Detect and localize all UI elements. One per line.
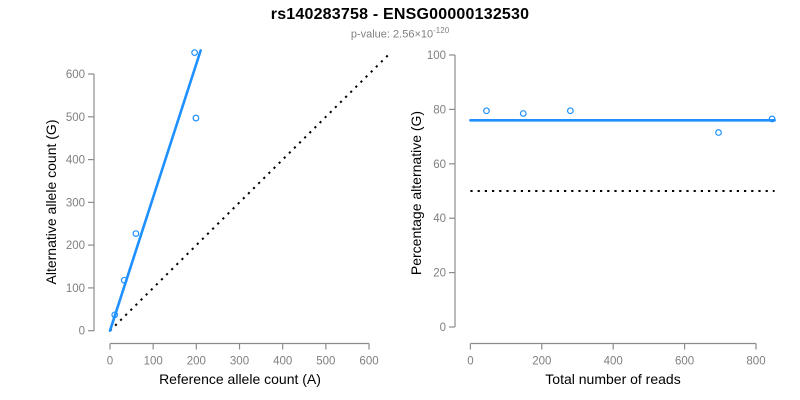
left-x-tick-label: 500: [316, 356, 335, 368]
right-x-tick-label: 800: [746, 356, 765, 368]
left-data-point: [120, 276, 128, 284]
right-data-point: [566, 107, 574, 115]
left-y-tick-label: 200: [66, 240, 85, 252]
page-title: rs140283758 - ENSG00000132530: [270, 6, 530, 23]
pvalue-mantissa: 2.56×10: [393, 28, 434, 41]
right-data-point: [483, 107, 490, 115]
left-plot-allele-counts: 0 100 200 300 400 500 600 0 100 200 300 400 500 600 Re…: [43, 49, 390, 387]
left-reference-dotted-line: [109, 54, 390, 332]
left-y-tick-label: 100: [66, 283, 85, 295]
pvalue-label: p-value:: [350, 28, 394, 41]
right-x-tick-label: 0: [467, 356, 473, 368]
right-y-tick-label: 20: [433, 268, 446, 280]
right-y-tick-label: 80: [433, 104, 446, 116]
left-x-tick-label: 100: [144, 356, 163, 368]
left-data-point: [192, 114, 200, 122]
left-y-axis-title: Alternative allele count (G): [43, 120, 59, 285]
left-data-point: [132, 230, 140, 237]
left-y-tick-label: 500: [66, 112, 85, 124]
right-y-tick-label: 100: [427, 50, 446, 62]
right-x-tick-label: 200: [532, 356, 551, 368]
left-y-tick-label: 400: [66, 155, 85, 167]
pvalue-exponent: -120: [433, 26, 450, 35]
left-x-tick-label: 200: [187, 356, 206, 368]
right-y-tick-label: 60: [433, 159, 446, 171]
left-x-tick-label: 300: [230, 356, 249, 368]
right-y-axis-title: Percentage alternative (G): [408, 111, 424, 275]
left-fit-line: [108, 49, 202, 333]
right-y-tick-label: 40: [433, 213, 446, 225]
left-x-tick-label: 0: [107, 356, 113, 368]
left-data-point: [191, 49, 199, 57]
right-data-point: [715, 129, 722, 136]
right-y-tick-label: 0: [440, 322, 446, 334]
left-y-tick-label: 600: [66, 69, 85, 81]
page-subtitle: p-value: 2.56×10-120: [0, 26, 800, 41]
right-x-axis-title: Total number of reads: [545, 371, 680, 387]
right-data-point: [768, 115, 776, 123]
left-y-tick-label: 300: [66, 197, 85, 209]
left-x-tick-label: 400: [273, 356, 292, 368]
right-plot-percentage-vs-depth: 0 20 40 60 80 100 0 200 400 600 800 Total number of…: [408, 50, 776, 387]
left-data-point: [111, 311, 119, 319]
right-x-tick-label: 400: [604, 356, 623, 368]
left-x-tick-label: 600: [359, 356, 378, 368]
right-x-tick-label: 600: [675, 356, 694, 368]
right-data-point: [519, 110, 527, 117]
left-x-axis-title: Reference allele count (A): [159, 371, 321, 387]
left-y-tick-label: 0: [79, 326, 85, 338]
